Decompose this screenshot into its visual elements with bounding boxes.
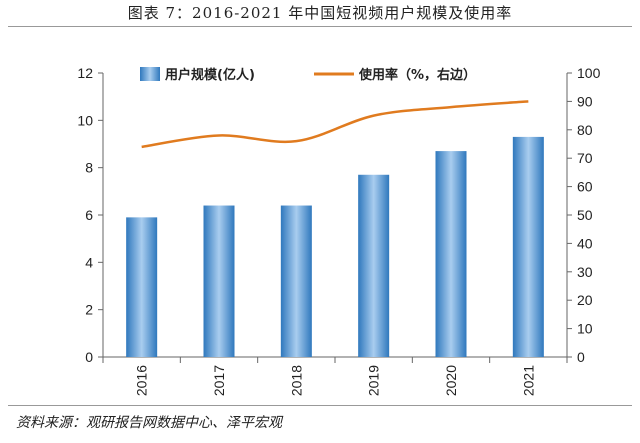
source-note: 资料来源：观研报告网数据中心、泽平宏观: [16, 415, 282, 431]
x-category-label: 2018: [288, 365, 304, 396]
right-tick-label: 30: [577, 264, 593, 280]
right-tick-label: 50: [577, 207, 593, 223]
legend-bar-label: 用户规模(亿人): [164, 67, 255, 83]
left-tick-label: 6: [85, 207, 93, 223]
left-tick-label: 8: [85, 160, 93, 176]
legend-line-label: 使用率（%，右边）: [358, 67, 476, 83]
bar-2016: [126, 217, 158, 357]
left-tick-label: 0: [85, 349, 93, 365]
bar-2020: [435, 151, 467, 357]
left-tick-label: 10: [77, 112, 93, 128]
usage-rate-line: [141, 100, 529, 149]
bottom-rule: [8, 405, 632, 406]
bar-2017: [203, 205, 235, 357]
legend-bar-swatch: [140, 67, 160, 81]
bar-2021: [512, 136, 544, 357]
bar-2018: [280, 205, 312, 357]
right-tick-label: 70: [577, 150, 593, 166]
right-tick-label: 40: [577, 235, 593, 251]
left-tick-label: 12: [77, 65, 93, 81]
right-tick-label: 0: [577, 349, 585, 365]
top-rule: [8, 26, 632, 27]
right-tick-label: 20: [577, 292, 593, 308]
x-category-label: 2016: [134, 365, 150, 396]
right-tick-label: 80: [577, 122, 593, 138]
x-category-label: 2020: [443, 365, 459, 396]
right-tick-label: 90: [577, 93, 593, 109]
x-category-label: 2017: [211, 365, 227, 396]
right-tick-label: 100: [577, 65, 601, 81]
bar-2019: [358, 174, 390, 357]
x-category-label: 2021: [520, 365, 536, 396]
left-tick-label: 4: [85, 254, 93, 270]
right-tick-label: 10: [577, 321, 593, 337]
figure-title: 图表 7：2016-2021 年中国短视频用户规模及使用率: [127, 4, 513, 22]
left-tick-label: 2: [85, 302, 93, 318]
right-tick-label: 60: [577, 179, 593, 195]
x-category-label: 2019: [366, 365, 382, 396]
